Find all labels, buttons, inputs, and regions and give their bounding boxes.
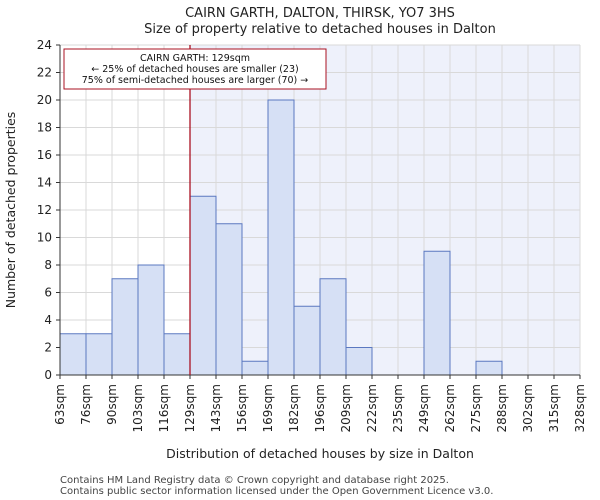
x-tick-label: 143sqm — [209, 384, 223, 432]
histogram-bar — [423, 250, 451, 376]
histogram-bar — [345, 347, 373, 376]
x-tick-label: 328sqm — [573, 384, 587, 432]
y-tick-label: 4 — [44, 313, 52, 327]
x-tick-label: 209sqm — [339, 384, 353, 432]
histogram-bar — [85, 333, 113, 376]
chart-title: CAIRN GARTH, DALTON, THIRSK, YO7 3HS — [185, 6, 455, 21]
x-tick-label: 288sqm — [495, 384, 509, 432]
y-tick-label: 18 — [37, 121, 52, 135]
chart-subtitle: Size of property relative to detached ho… — [144, 22, 496, 37]
x-tick-label: 196sqm — [313, 384, 327, 432]
x-tick-label: 262sqm — [443, 384, 457, 432]
footer-line-2: Contains public sector information licen… — [60, 486, 493, 497]
y-tick-label: 0 — [44, 368, 52, 382]
x-tick-label: 156sqm — [235, 384, 249, 432]
x-tick-label: 222sqm — [365, 384, 379, 432]
x-tick-label: 315sqm — [547, 384, 561, 432]
annotation-line-2: ← 25% of detached houses are smaller (23… — [91, 64, 298, 75]
x-tick-label: 249sqm — [417, 384, 431, 432]
x-tick-label: 103sqm — [131, 384, 145, 432]
y-tick-label: 12 — [37, 203, 52, 217]
x-tick-label: 116sqm — [157, 384, 171, 432]
histogram-bar — [163, 333, 191, 376]
y-tick-label: 2 — [44, 341, 52, 355]
y-tick-label: 10 — [37, 231, 52, 245]
y-tick-label: 22 — [37, 66, 52, 80]
x-tick-label: 302sqm — [521, 384, 535, 432]
x-axis-label: Distribution of detached houses by size … — [166, 446, 474, 461]
histogram-bar — [137, 264, 165, 376]
x-tick-label: 275sqm — [469, 384, 483, 432]
histogram-bar — [241, 360, 269, 376]
y-tick-label: 14 — [37, 176, 52, 190]
x-tick-label: 63sqm — [53, 384, 67, 425]
y-tick-label: 16 — [37, 148, 52, 162]
annotation-line-1: CAIRN GARTH: 129sqm — [140, 53, 250, 64]
histogram-bar — [189, 195, 217, 376]
x-tick-label: 129sqm — [183, 384, 197, 432]
histogram-bar — [59, 333, 87, 376]
histogram-bar — [319, 278, 347, 376]
y-tick-label: 20 — [37, 93, 52, 107]
histogram-bar — [267, 99, 295, 376]
x-tick-label: 90sqm — [105, 384, 119, 425]
x-tick-label: 169sqm — [261, 384, 275, 432]
histogram-bar — [111, 278, 139, 376]
y-axis-label: Number of detached properties — [3, 112, 18, 309]
histogram-bar — [215, 223, 243, 376]
x-tick-label: 235sqm — [391, 384, 405, 432]
histogram-bar — [475, 360, 503, 376]
y-tick-label: 8 — [44, 258, 52, 272]
footer-line-1: Contains HM Land Registry data © Crown c… — [60, 475, 449, 486]
y-tick-label: 24 — [37, 38, 52, 52]
annotation-box — [63, 48, 327, 90]
annotation-line-3: 75% of semi-detached houses are larger (… — [82, 75, 309, 86]
x-tick-label: 182sqm — [287, 384, 301, 432]
x-tick-label: 76sqm — [79, 384, 93, 425]
y-tick-label: 6 — [44, 286, 52, 300]
histogram-bar — [293, 305, 321, 376]
